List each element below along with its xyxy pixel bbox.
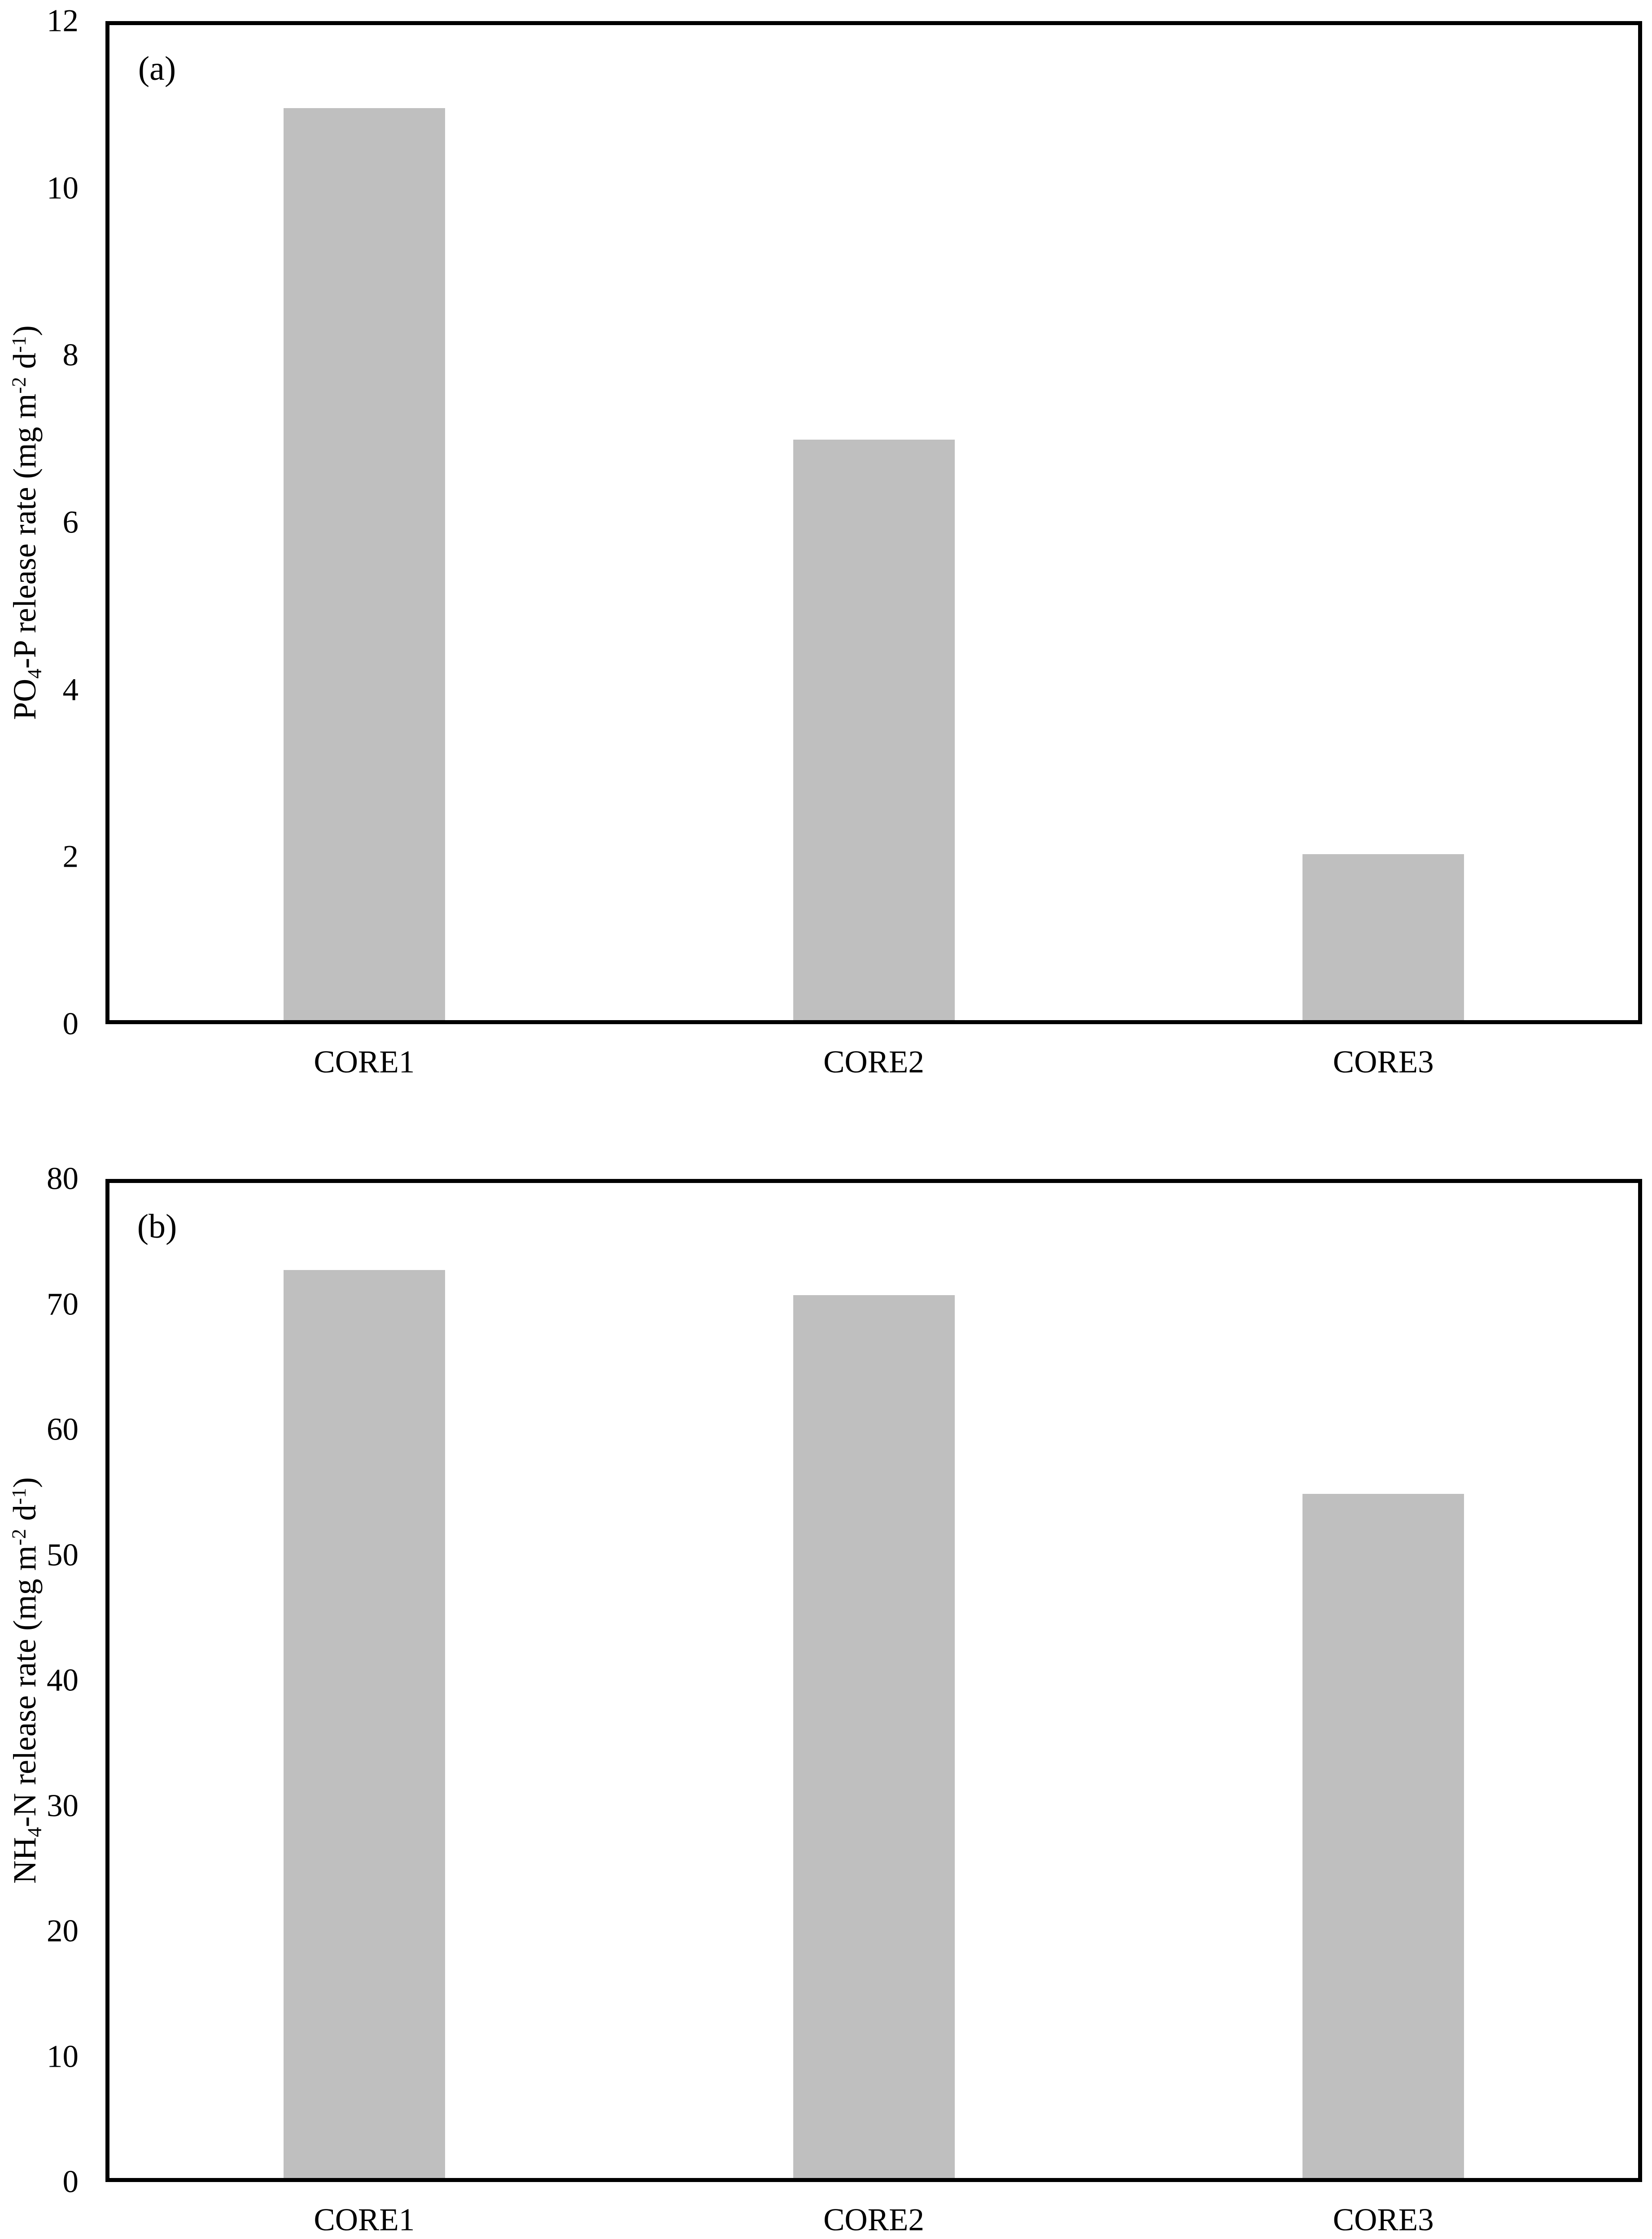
supscript: -2 (7, 377, 30, 394)
bar-core1 (283, 108, 445, 1020)
x-category-label-core3: CORE3 (1333, 1044, 1434, 1080)
y-tick-label-0: 0 (62, 2164, 79, 2200)
subscript: 4 (23, 1827, 46, 1837)
plot-area: (b) (105, 1179, 1642, 2182)
y-tick-label-40: 40 (47, 1663, 79, 1698)
panel-b: NH4-N release rate (mg m-2 d-1) (b) 0 10 2… (0, 1158, 1652, 2239)
y-tick-label-2: 2 (62, 839, 79, 874)
y-tick-label-8: 8 (62, 337, 79, 373)
bar-core1 (283, 1270, 445, 2178)
y-tick-label-70: 70 (47, 1287, 79, 1322)
x-category-label-core1: CORE1 (314, 1044, 415, 1080)
y-tick-label-60: 60 (47, 1412, 79, 1447)
y-tick-label-4: 4 (62, 672, 79, 707)
y-tick-label-80: 80 (47, 1161, 79, 1196)
y-tick-label-12: 12 (47, 3, 79, 39)
x-category-label-core2: CORE2 (823, 1044, 924, 1080)
y-tick-label-50: 50 (47, 1537, 79, 1572)
y-tick-label-10: 10 (47, 170, 79, 206)
supscript: -1 (7, 1488, 30, 1505)
x-category-label-core3: CORE3 (1333, 2202, 1434, 2238)
y-tick-label-10: 10 (47, 2039, 79, 2074)
bar-core3 (1302, 854, 1464, 1020)
x-category-label-core2: CORE2 (823, 2202, 924, 2238)
bar-core3 (1302, 1494, 1464, 2178)
bar-core2 (793, 440, 955, 1020)
panel-label: (b) (137, 1208, 177, 1245)
panel-label: (a) (138, 50, 176, 87)
plot-area: (a) (105, 21, 1642, 1024)
y-tick-label-30: 30 (47, 1788, 79, 1823)
y-tick-label-20: 20 (47, 1913, 79, 1949)
y-tick-label-0: 0 (62, 1006, 79, 1042)
y-tick-label-6: 6 (62, 505, 79, 540)
bar-core2 (793, 1295, 955, 2178)
x-category-label-core1: CORE1 (314, 2202, 415, 2238)
